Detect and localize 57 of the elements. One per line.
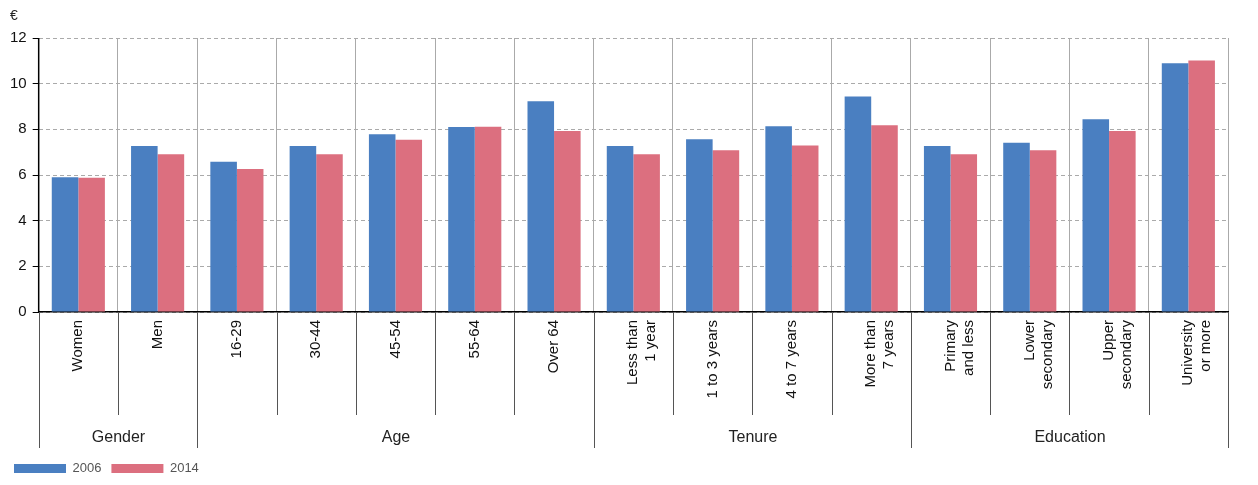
bar [395, 139, 423, 312]
text: Education [1034, 428, 1106, 446]
x-tick-label: University or more [1178, 319, 1214, 386]
bar [210, 161, 237, 312]
bar [448, 127, 475, 312]
bar [554, 130, 581, 312]
bar [316, 154, 343, 312]
x-tick-label: 16-29 [227, 320, 245, 359]
bar [791, 145, 819, 312]
x-tick-label: Men [147, 320, 165, 350]
x-tick-label: Over 64 [544, 320, 562, 374]
x-tick-label: 45-54 [385, 320, 403, 359]
bar [950, 154, 978, 312]
y-tick-label: 0 [18, 302, 27, 320]
x-tick-label: Less than 1 year [623, 320, 659, 386]
bar [1082, 119, 1110, 312]
legend-label: 2006 [72, 460, 102, 476]
y-tick-label: 12 [10, 28, 27, 46]
bar [606, 146, 634, 312]
bar [236, 169, 264, 312]
y-tick-label: 6 [18, 165, 27, 183]
bar [1109, 130, 1136, 312]
y-tick-label: 10 [10, 73, 27, 91]
bar [527, 101, 555, 312]
bar [1188, 60, 1215, 312]
bar [1161, 63, 1189, 312]
bar [131, 146, 158, 312]
text: Age [381, 428, 411, 446]
x-tick-label: 55-64 [464, 320, 482, 359]
bar [78, 177, 105, 312]
legend-label: 2014 [169, 460, 199, 476]
x-tick-label: Primary and less [940, 319, 976, 376]
x-tick-label: Women [68, 320, 86, 372]
bar [51, 177, 79, 312]
bar [844, 96, 872, 312]
y-tick-label: 2 [18, 256, 27, 274]
bar [871, 125, 898, 312]
bar [765, 126, 792, 312]
x-tick-label: 4 to 7 years [782, 320, 800, 399]
y-tick-label: 8 [18, 119, 27, 137]
bar [686, 139, 713, 312]
bar [633, 154, 660, 312]
bar [1029, 150, 1057, 312]
x-tick-label: 30-44 [306, 320, 324, 359]
y-axis-title: € [10, 6, 18, 23]
x-tick-label: 1 to 3 years [702, 320, 720, 399]
text: Tenure [728, 428, 778, 446]
bar [157, 154, 185, 312]
text: Gender [91, 428, 146, 446]
bar [474, 126, 502, 312]
bar [923, 146, 951, 312]
bar [712, 150, 740, 312]
bar [289, 146, 317, 312]
bar [368, 134, 396, 312]
y-tick-label: 4 [18, 210, 27, 228]
x-tick-label: More than 7 years [861, 320, 897, 388]
bar [1003, 142, 1030, 312]
